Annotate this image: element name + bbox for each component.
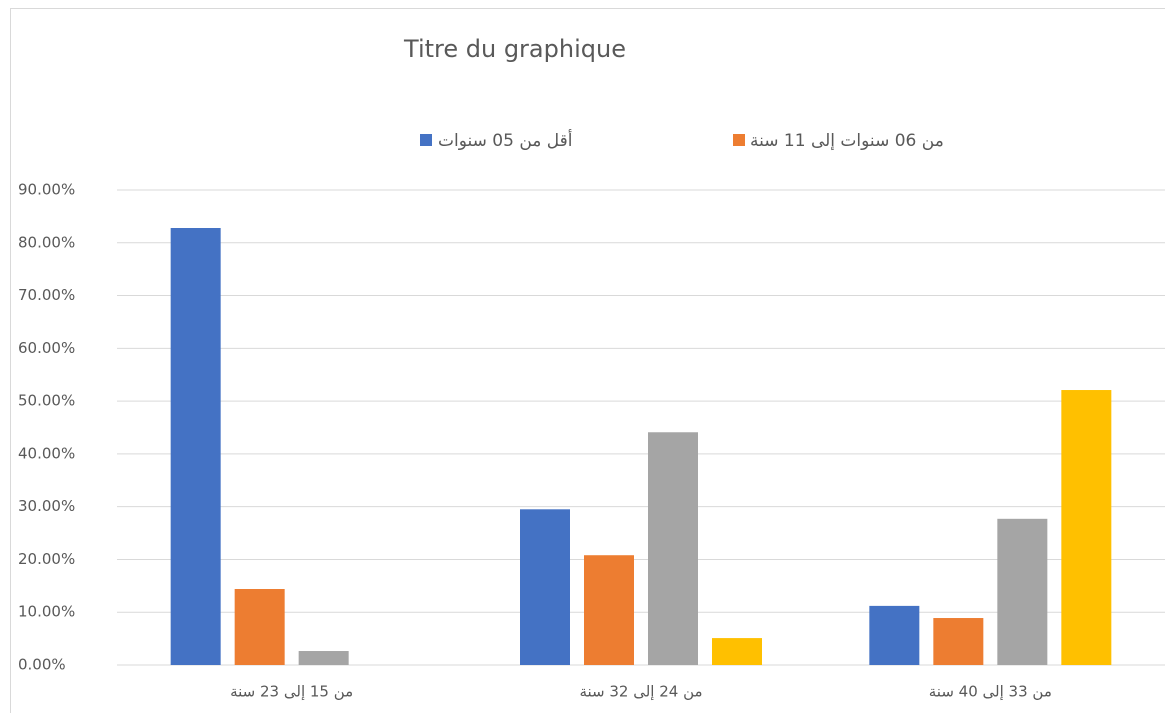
y-tick-label: 90.00% (18, 181, 75, 199)
legend-swatch (733, 134, 745, 146)
bar (997, 518, 1048, 665)
chart-title: Titre du graphique (403, 35, 626, 63)
bar (584, 555, 634, 665)
x-tick-label: من 24 إلى 32 سنة (579, 683, 702, 701)
y-tick-label: 10.00% (18, 603, 75, 621)
y-tick-label: 0.00% (18, 656, 66, 674)
bar (712, 638, 762, 665)
y-tick-label: 20.00% (18, 550, 75, 568)
y-tick-label: 30.00% (18, 497, 75, 515)
y-tick-label: 70.00% (18, 286, 75, 304)
bar (520, 509, 570, 665)
x-tick-label: من 33 إلى 40 سنة (929, 683, 1052, 701)
y-tick-label: 80.00% (18, 233, 75, 251)
bar (933, 618, 984, 665)
bar (170, 228, 221, 665)
legend-label: أقل من 05 سنوات (438, 129, 573, 151)
bar (298, 651, 349, 665)
bar (869, 605, 920, 665)
legend-label: من 06 سنوات إلى 11 سنة (750, 131, 944, 151)
y-tick-label: 60.00% (18, 339, 75, 357)
bar (648, 432, 698, 665)
legend-swatch (420, 134, 432, 146)
bar (1061, 390, 1112, 665)
bar (234, 589, 285, 665)
x-tick-label: من 15 إلى 23 سنة (230, 683, 353, 701)
y-tick-label: 40.00% (18, 444, 75, 462)
y-tick-label: 50.00% (18, 392, 75, 410)
